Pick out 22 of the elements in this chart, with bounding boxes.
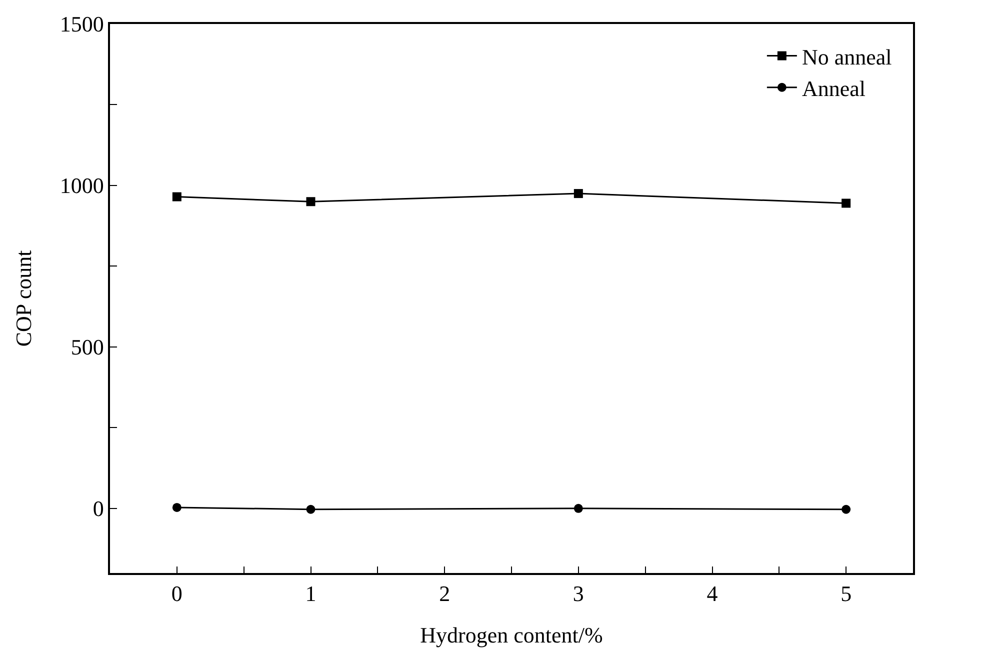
point xyxy=(306,197,316,206)
x-axis-title: Hydrogen content/% xyxy=(420,622,603,648)
point xyxy=(306,504,316,514)
x-tick-label: 3 xyxy=(572,581,584,606)
y-tick-label: 1500 xyxy=(60,12,104,37)
x-tick-label: 0 xyxy=(171,581,182,606)
point xyxy=(172,192,182,202)
y-tick-label: 0 xyxy=(92,496,104,522)
x-tick-label: 2 xyxy=(439,581,450,606)
legend-label: Anneal xyxy=(802,76,866,101)
point xyxy=(842,198,851,208)
point xyxy=(172,502,182,512)
point xyxy=(574,189,583,198)
x-tick-label: 5 xyxy=(840,581,852,606)
legend-label: No anneal xyxy=(802,44,892,70)
y-tick-label: 1000 xyxy=(60,173,104,198)
point xyxy=(842,504,851,514)
x-tick-label: 4 xyxy=(706,581,718,606)
x-tick-label: 1 xyxy=(305,581,316,606)
point xyxy=(574,504,583,513)
y-axis-title: COP count xyxy=(11,250,36,347)
y-tick-label: 500 xyxy=(70,334,104,360)
